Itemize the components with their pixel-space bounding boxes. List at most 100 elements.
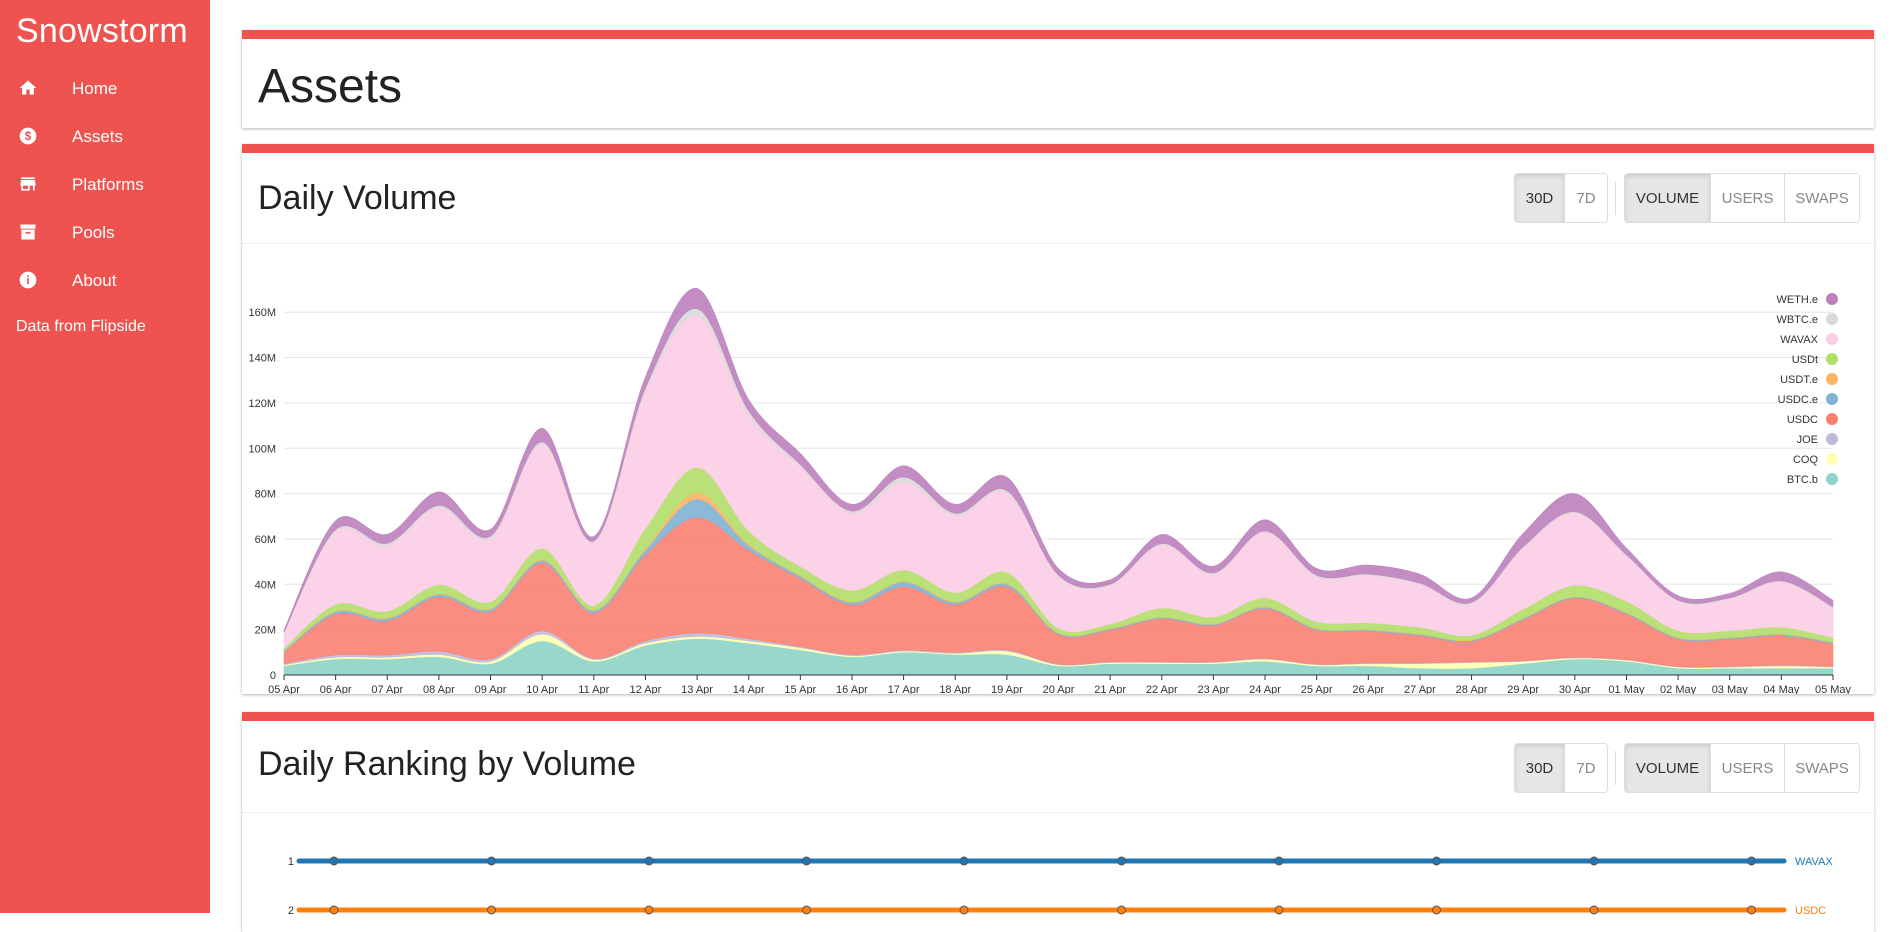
legend-swatch[interactable] xyxy=(1826,313,1838,325)
legend-swatch[interactable] xyxy=(1826,473,1838,485)
rank-point[interactable] xyxy=(802,856,811,866)
sidebar-item-label: About xyxy=(72,271,117,290)
ranking-range-30d-button[interactable]: 30D xyxy=(1515,744,1565,792)
sidebar-item-home[interactable]: Home xyxy=(0,68,210,108)
legend-swatch[interactable] xyxy=(1826,293,1838,305)
sidebar-item-assets[interactable]: $ Assets xyxy=(0,116,210,156)
ranking-metric-swaps-button[interactable]: SWAPS xyxy=(1785,744,1859,792)
svg-text:$: $ xyxy=(25,130,32,143)
series-label: USDC xyxy=(1795,905,1826,917)
x-tick-label: 09 Apr xyxy=(475,684,507,694)
y-tick-label: 120M xyxy=(248,398,276,410)
sidebar-item-pools[interactable]: Pools xyxy=(0,212,210,252)
legend-swatch[interactable] xyxy=(1826,433,1838,445)
rank-label: 1 xyxy=(288,856,294,868)
x-axis: 05 Apr 06 Apr 07 Apr 08 Apr 09 Apr 10 Apr 11 A… xyxy=(268,674,1852,694)
daily-ranking-card: Daily Ranking by Volume 30D 7D VOLUME US… xyxy=(242,712,1874,932)
sidebar-item-label: Home xyxy=(72,79,118,98)
metric-volume-button[interactable]: VOLUME xyxy=(1625,174,1711,222)
legend-swatch[interactable] xyxy=(1826,373,1838,385)
y-tick-label: 160M xyxy=(248,307,276,319)
legend-swatch[interactable] xyxy=(1826,453,1838,465)
legend-swatch[interactable] xyxy=(1826,333,1838,345)
sidebar-item-platforms[interactable]: Platforms xyxy=(0,164,210,204)
ranking-range-button-group: 30D 7D xyxy=(1514,743,1608,793)
button-divider xyxy=(1615,181,1616,215)
y-tick-label: 20M xyxy=(255,625,276,637)
legend-label: JOE xyxy=(1797,434,1818,446)
legend-label: WBTC.e xyxy=(1776,314,1818,326)
rank-point[interactable] xyxy=(644,856,654,866)
brand-title[interactable]: Snowstorm xyxy=(16,12,188,50)
rank-point[interactable] xyxy=(1747,856,1756,866)
daily-volume-card: Daily Volume 30D 7D VOLUME USERS SWAPS 0… xyxy=(242,144,1874,694)
metric-button-group: VOLUME USERS SWAPS xyxy=(1624,173,1860,223)
y-tick-label: 60M xyxy=(255,534,276,546)
rank-label: 2 xyxy=(288,905,294,917)
range-7d-button[interactable]: 7D xyxy=(1565,174,1607,222)
ranking-button-divider xyxy=(1615,751,1616,785)
x-tick-label: 07 Apr xyxy=(371,684,403,694)
x-tick-label: 29 Apr xyxy=(1507,684,1539,694)
rank-point[interactable] xyxy=(1274,856,1284,866)
rank-point[interactable] xyxy=(329,856,339,866)
x-tick-label: 06 Apr xyxy=(320,684,352,694)
y-tick-label: 40M xyxy=(255,579,276,591)
x-tick-label: 11 Apr xyxy=(578,684,609,694)
ranking-metric-users-button[interactable]: USERS xyxy=(1711,744,1785,792)
info-icon xyxy=(19,271,37,289)
metric-users-button[interactable]: USERS xyxy=(1711,174,1785,222)
ranking-range-7d-button[interactable]: 7D xyxy=(1565,744,1607,792)
legend-swatch[interactable] xyxy=(1826,413,1838,425)
x-tick-label: 19 Apr xyxy=(991,684,1023,694)
chart-legend: WETH.e WBTC.e WAVAX USDt USDT.e USDC.e USDC JOE… xyxy=(1776,293,1838,486)
metric-swaps-button[interactable]: SWAPS xyxy=(1785,174,1859,222)
daily-volume-title: Daily Volume xyxy=(258,179,457,217)
dollar-icon: $ xyxy=(19,127,37,145)
x-tick-label: 05 May xyxy=(1815,684,1852,694)
ranking-header-separator xyxy=(242,812,1874,813)
rank-point[interactable] xyxy=(487,856,496,866)
rank-point[interactable] xyxy=(959,856,969,866)
rank-point[interactable] xyxy=(1589,856,1599,866)
x-tick-label: 04 May xyxy=(1763,684,1800,694)
x-tick-label: 22 Apr xyxy=(1146,684,1178,694)
daily-volume-chart: 0 20M 40M 60M 80M 100M 120M 140M 160M 05 Apr 06 A… xyxy=(248,288,1852,694)
legend-label: USDC xyxy=(1787,414,1818,426)
area-series-weth-e[interactable] xyxy=(283,288,1834,633)
y-tick-label: 80M xyxy=(255,489,276,501)
page-header-card: Assets xyxy=(242,30,1874,128)
legend-label: USDC.e xyxy=(1778,394,1818,406)
x-tick-label: 13 Apr xyxy=(681,684,713,694)
range-30d-button[interactable]: 30D xyxy=(1515,174,1565,222)
rank-point[interactable] xyxy=(1117,856,1126,866)
legend-swatch[interactable] xyxy=(1826,393,1838,405)
legend-label: WAVAX xyxy=(1780,334,1818,346)
sidebar-item-label: Platforms xyxy=(72,175,144,194)
data-source-link[interactable]: Data from Flipside xyxy=(16,318,146,335)
y-tick-label: 140M xyxy=(248,353,276,365)
ranking-metric-volume-button[interactable]: VOLUME xyxy=(1625,744,1711,792)
y-axis: 0 20M 40M 60M 80M 100M 120M 140M 160M xyxy=(248,307,276,682)
rank-point[interactable] xyxy=(1432,856,1441,866)
legend-label: WETH.e xyxy=(1776,294,1818,306)
legend-label: USDT.e xyxy=(1780,374,1818,386)
legend-swatch[interactable] xyxy=(1826,353,1838,365)
sidebar-item-label: Assets xyxy=(72,127,124,146)
x-tick-label: 25 Apr xyxy=(1301,684,1333,694)
archive-icon xyxy=(20,224,36,240)
x-tick-label: 21 Apr xyxy=(1094,684,1126,694)
range-button-group: 30D 7D xyxy=(1514,173,1608,223)
sidebar-item-about[interactable]: About xyxy=(0,260,210,300)
x-tick-label: 24 Apr xyxy=(1249,684,1281,694)
sidebar: Snowstorm Home $ Assets Platforms Pools … xyxy=(0,0,210,913)
x-tick-label: 01 May xyxy=(1608,684,1645,694)
daily-ranking-title: Daily Ranking by Volume xyxy=(258,745,636,783)
x-tick-label: 16 Apr xyxy=(836,684,868,694)
y-tick-label: 0 xyxy=(270,670,276,682)
x-tick-label: 18 Apr xyxy=(939,684,971,694)
legend-label: BTC.b xyxy=(1787,474,1818,486)
page-title: Assets xyxy=(258,60,403,113)
x-tick-label: 20 Apr xyxy=(1043,684,1075,694)
card-header-separator xyxy=(242,243,1874,244)
